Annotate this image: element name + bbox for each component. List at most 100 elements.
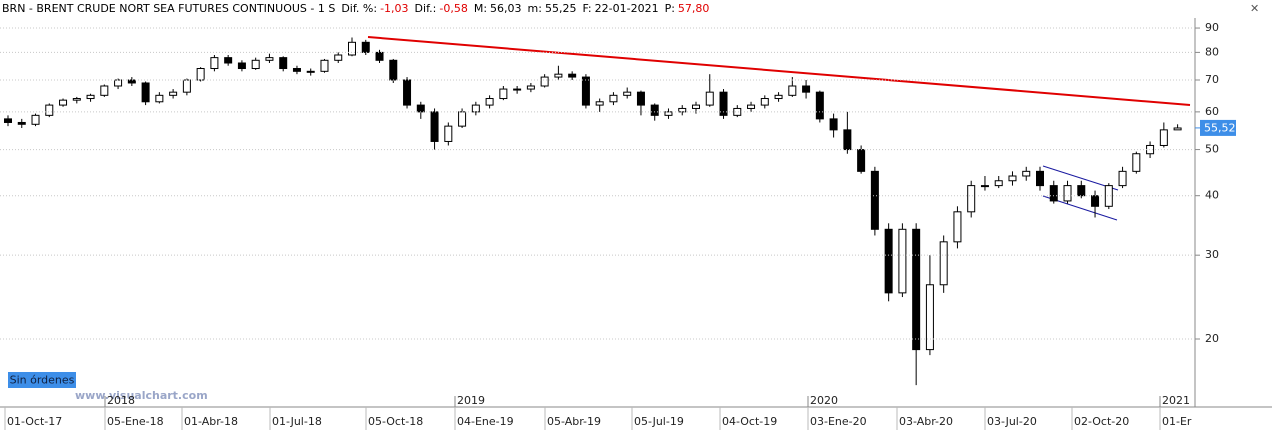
candle-body xyxy=(499,88,508,100)
candle-body xyxy=(265,57,274,61)
candle-body xyxy=(760,98,769,106)
x-tick-label: 01-Jul-18 xyxy=(272,415,322,428)
badge-box xyxy=(8,372,76,388)
candle-body xyxy=(196,68,205,81)
candle-body xyxy=(389,59,398,81)
candle-body xyxy=(444,125,453,142)
x-tick-label: 03-Jul-20 xyxy=(987,415,1037,428)
candle-body xyxy=(141,82,150,103)
candle-body xyxy=(1008,175,1017,182)
last-price-box xyxy=(1200,119,1236,136)
field-value: 22-01-2021 xyxy=(594,2,659,15)
candle-body xyxy=(747,104,756,109)
candle-body xyxy=(334,54,343,61)
y-tick-label: 40 xyxy=(1205,189,1219,202)
x-tick-label: 05-Abr-19 xyxy=(547,415,601,428)
candle-body xyxy=(403,79,412,106)
candle-body xyxy=(1036,170,1044,187)
candle-body xyxy=(292,68,301,72)
candle-body xyxy=(1104,185,1113,207)
y-tick-label: 90 xyxy=(1205,21,1219,34)
field-value: 55,25 xyxy=(544,2,577,15)
candle-body xyxy=(1118,170,1127,187)
candle-body xyxy=(127,79,136,84)
candle-body xyxy=(251,59,260,70)
candle-body xyxy=(829,118,838,131)
header: BRN - BRENT CRUDE NORT SEA FUTURES CONTI… xyxy=(0,0,1272,18)
field-label: P: xyxy=(664,2,675,15)
candle-body xyxy=(912,228,921,351)
candle-body xyxy=(59,99,68,106)
field-value: -1,03 xyxy=(380,2,409,15)
candle-body xyxy=(609,94,618,103)
candle-body xyxy=(155,94,164,103)
y-tick-label: 50 xyxy=(1205,143,1219,156)
candle-body xyxy=(953,211,962,243)
x-tick-label: 01-Er xyxy=(1162,415,1192,428)
candle-body xyxy=(719,91,728,116)
candle-body xyxy=(925,284,934,351)
candle-body xyxy=(1077,185,1086,197)
x-tick-label: 03-Ene-20 xyxy=(810,415,867,428)
candle-body xyxy=(1063,185,1072,202)
candle-body xyxy=(857,149,866,172)
plot-area xyxy=(0,18,1195,407)
candle-body xyxy=(306,70,315,73)
year-label: 2019 xyxy=(457,394,485,407)
candle-body xyxy=(1049,185,1058,202)
candle-body xyxy=(581,76,590,106)
candle-body xyxy=(348,41,356,56)
candle-body xyxy=(526,85,535,90)
x-tick-label: 02-Oct-20 xyxy=(1074,415,1129,428)
candle-body xyxy=(471,104,480,113)
candle-body xyxy=(430,111,439,142)
candle-body xyxy=(485,98,494,106)
candle-body xyxy=(100,85,109,96)
field-label: Dif.: xyxy=(414,2,437,15)
candle-body xyxy=(870,170,879,230)
candle-body xyxy=(815,91,824,120)
candle-body xyxy=(375,51,384,61)
year-label: 2020 xyxy=(810,394,838,407)
x-tick-label: 04-Ene-19 xyxy=(457,415,514,428)
candle-body xyxy=(664,111,673,116)
candle-body xyxy=(678,107,687,113)
x-tick-label: 01-Oct-17 xyxy=(7,415,62,428)
candle-body xyxy=(1022,170,1031,177)
last-price-label: 55,52 xyxy=(1204,121,1236,134)
y-tick-label: 20 xyxy=(1205,332,1219,345)
candle-body xyxy=(994,180,1003,187)
candle-body xyxy=(733,107,742,116)
candle-body xyxy=(4,118,12,123)
field-value: 57,80 xyxy=(677,2,710,15)
candle-body xyxy=(595,101,604,106)
candle-body xyxy=(361,41,370,53)
candle-body xyxy=(513,88,522,91)
close-icon[interactable]: ✕ xyxy=(1250,2,1259,15)
candle-body xyxy=(967,185,976,213)
watermark: www.visualchart.com xyxy=(75,389,208,402)
candle-body xyxy=(320,59,329,72)
candle-body xyxy=(939,241,948,286)
candle-body xyxy=(623,91,632,96)
candle-body xyxy=(650,104,659,116)
candle-body xyxy=(774,94,783,100)
x-tick-label: 03-Abr-20 xyxy=(899,415,953,428)
candle-body xyxy=(705,91,714,106)
candle-body xyxy=(224,57,233,64)
badge: Sin órdenes xyxy=(10,374,75,387)
candle-body xyxy=(72,98,81,101)
year-label: 2021 xyxy=(1162,394,1190,407)
field-label: Dif. %: xyxy=(341,2,378,15)
y-tick-label: 60 xyxy=(1205,105,1219,118)
candle-body xyxy=(237,62,246,70)
candle-body xyxy=(45,104,54,116)
candle-body xyxy=(114,79,123,87)
field-label: M: xyxy=(473,2,488,15)
candle-body xyxy=(86,94,95,100)
candle-body xyxy=(636,91,645,106)
field-value: 56,03 xyxy=(490,2,522,15)
candle-body xyxy=(554,73,563,78)
candle-body xyxy=(980,185,989,188)
